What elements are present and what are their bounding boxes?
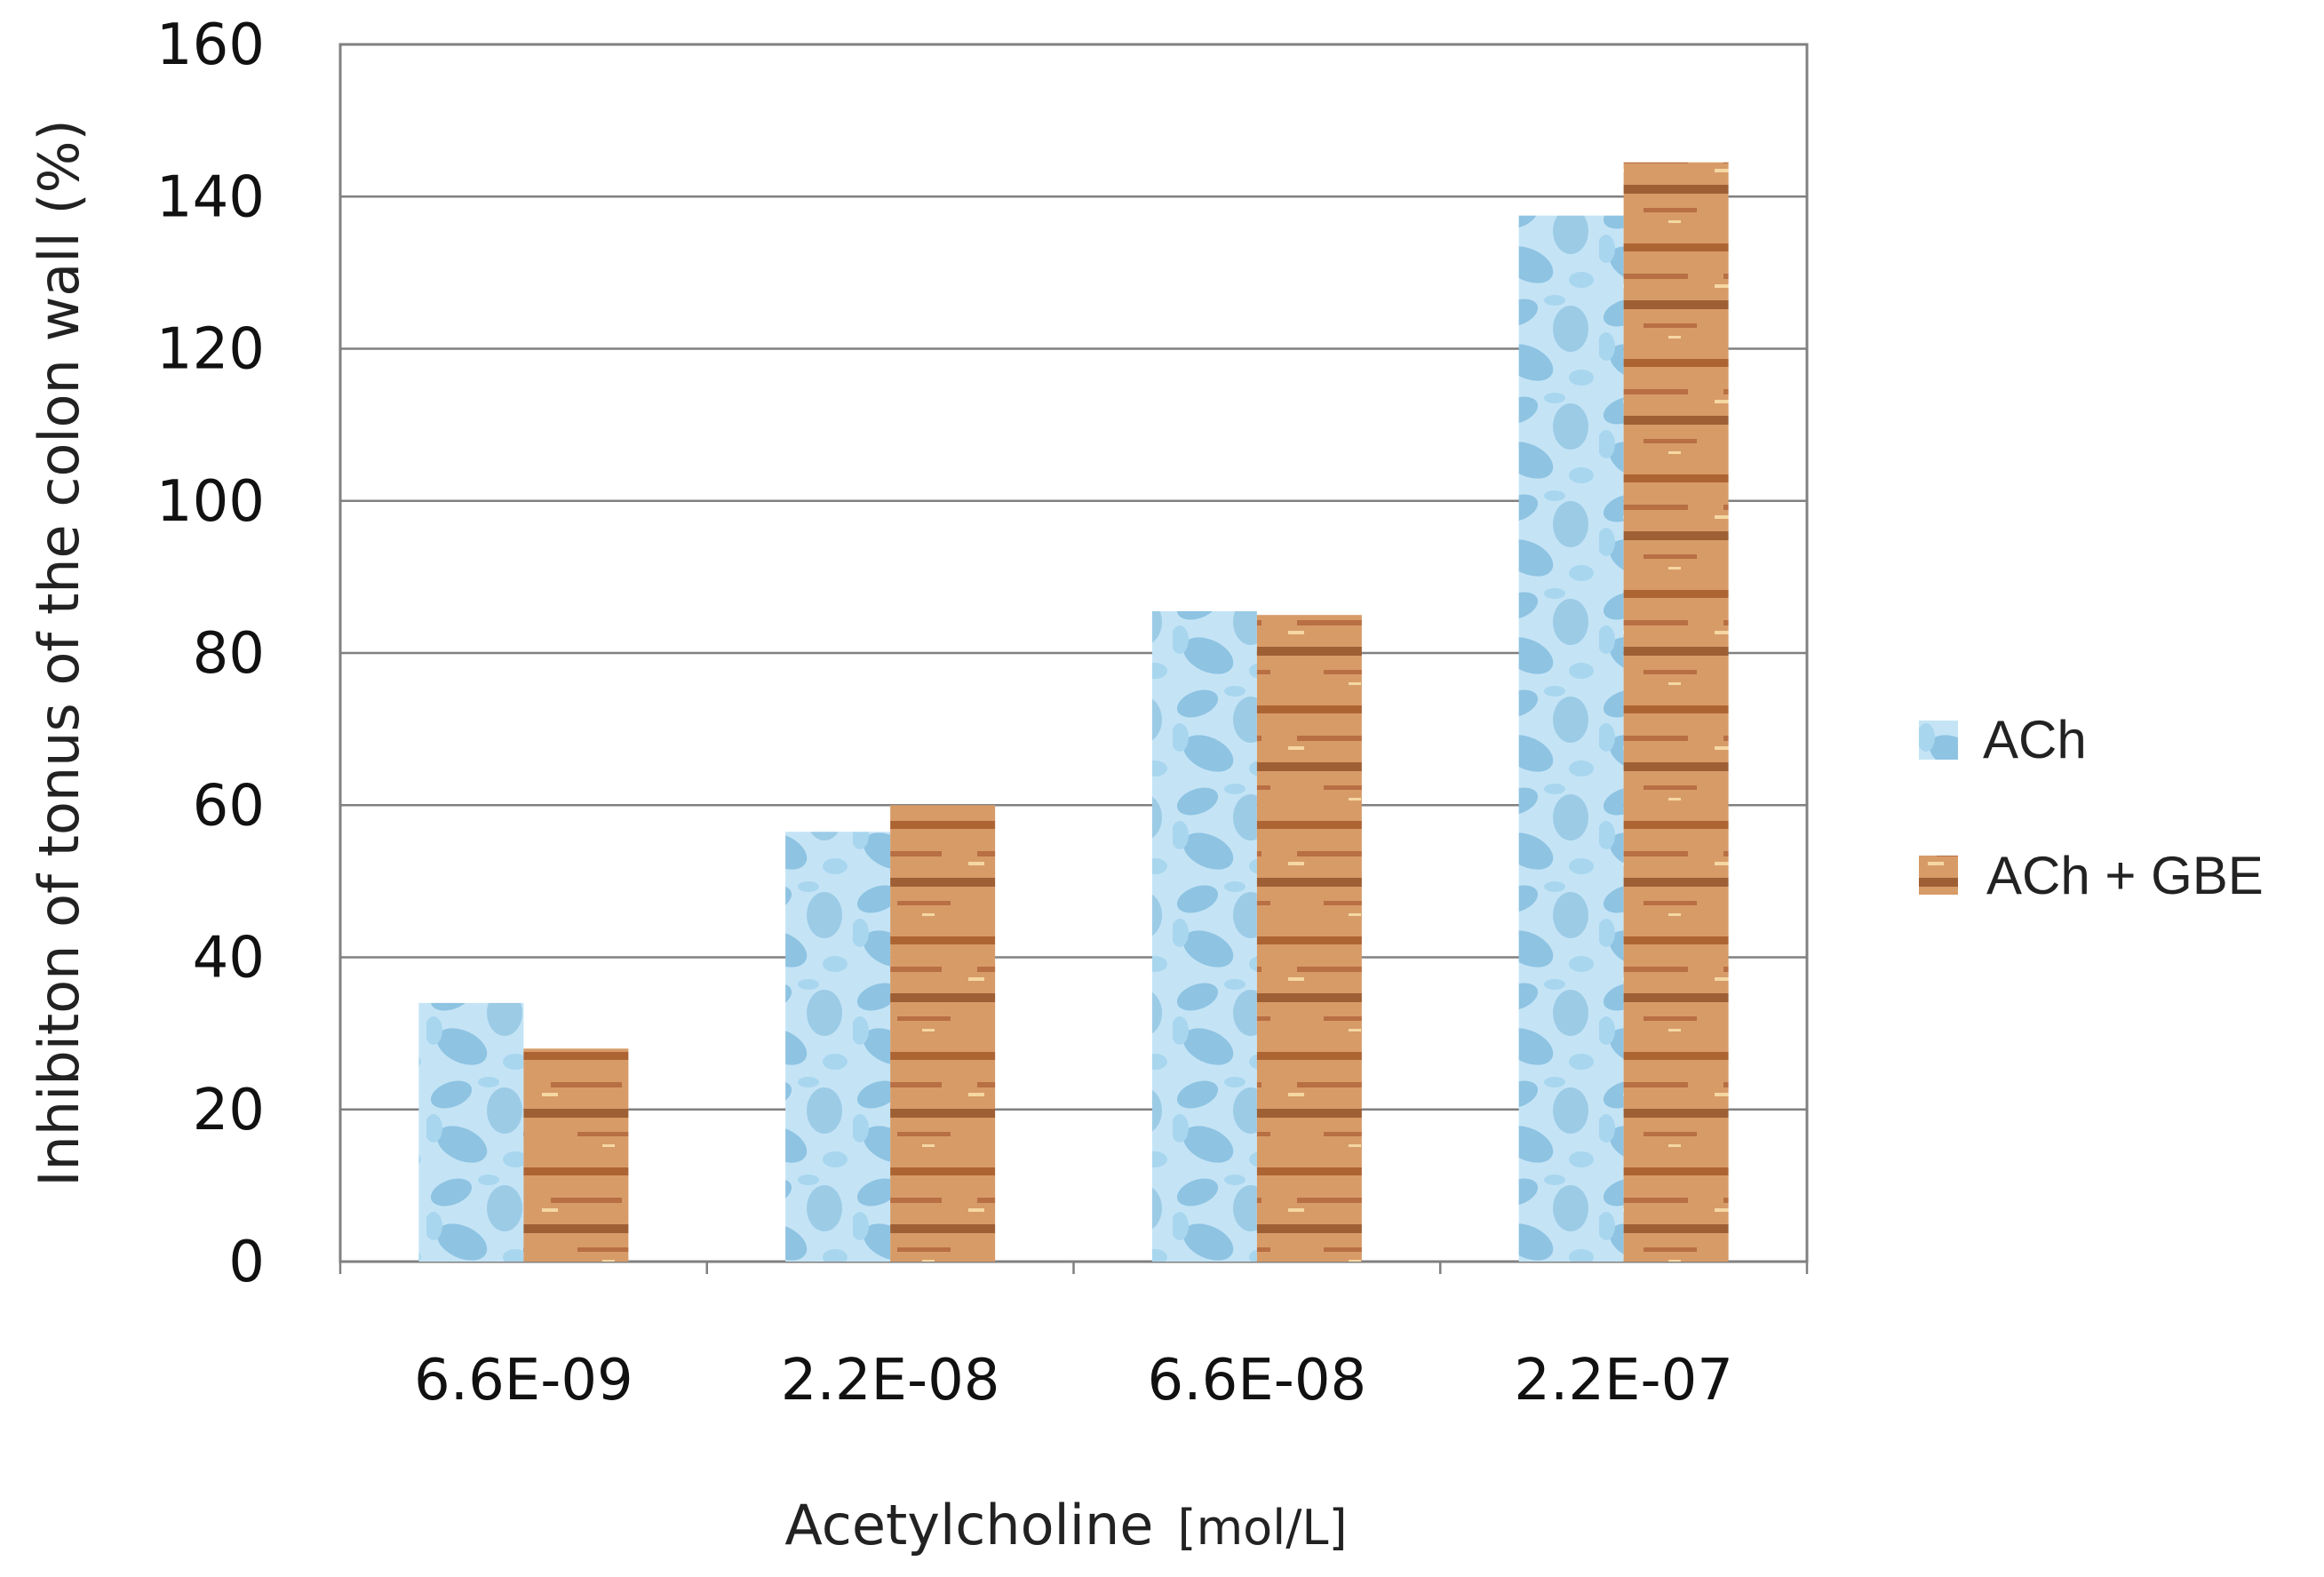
y-tick-labels: 0 20 40 60 80 100 120 140 160 [156,12,265,1295]
bar-ach-gbe-0 [523,1048,629,1262]
y-tick-label: 160 [156,12,265,78]
bar-ach-gbe-2 [1256,615,1362,1262]
legend-swatch-ach [1919,721,1958,760]
x-tick-label: 2.2E-08 [781,1348,1000,1414]
legend-label-ach-gbe: ACh + GBE [1986,846,2264,905]
y-tick-label: 100 [156,469,265,535]
legend: ACh ACh + GBE [1919,710,2264,905]
x-tick-label: 6.6E-08 [1148,1348,1367,1414]
x-tick-label: 6.6E-09 [414,1348,633,1414]
x-tick-label: 2.2E-07 [1514,1348,1733,1414]
bar-ach-0 [418,1002,524,1262]
x-axis-unit: [mol/L] [1178,1500,1348,1556]
x-axis-title: Acetylcholine [mol/L] [784,1493,1347,1557]
y-axis-title: Inhibiton of tonus of the colon wall (%) [27,119,92,1187]
bar-ach-1 [785,832,891,1262]
x-axis-title-text: Acetylcholine [784,1493,1153,1557]
bar-ach-2 [1151,610,1257,1262]
y-tick-label: 60 [193,773,265,839]
bar-ach-gbe-1 [890,805,996,1262]
y-tick-label: 120 [156,317,265,383]
y-tick-label: 140 [156,164,265,230]
y-tick-label: 20 [193,1078,265,1143]
legend-swatch-ach-gbe [1919,856,1958,895]
y-tick-label: 80 [193,621,265,687]
y-tick-label: 0 [228,1230,265,1295]
bar-ach-gbe-3 [1623,162,1729,1262]
x-tick-labels: 6.6E-09 2.2E-08 6.6E-08 2.2E-07 [414,1348,1733,1414]
legend-label-ach: ACh [1983,710,2087,769]
bar-ach-3 [1518,215,1624,1262]
y-tick-label: 40 [193,926,265,992]
bars [418,162,1729,1262]
